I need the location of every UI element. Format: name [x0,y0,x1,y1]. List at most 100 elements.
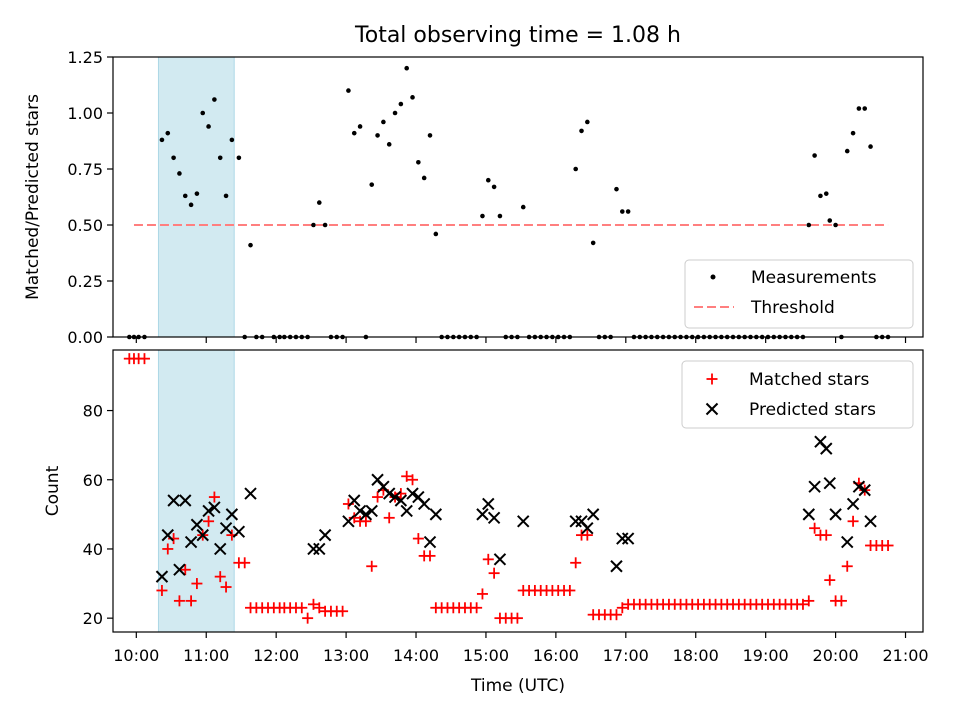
bottom-axes-frame [112,349,924,633]
y-tick-label: 0.25 [67,272,103,291]
matched-star-point [313,602,325,614]
measurement-point [590,240,596,246]
x-stroke [394,494,408,507]
measurement-point [223,193,229,199]
measurement-point [177,171,182,176]
measurement-point [868,144,873,149]
predicted-star-point [610,560,623,573]
measurement-point [316,200,322,205]
x-stroke [318,528,332,542]
predicted-star-point [167,494,180,507]
legend-box [684,259,914,329]
x-stroke [517,515,530,528]
x-stroke [412,490,425,504]
measurement-point [398,101,404,107]
matched-star-point [342,498,354,510]
matched-star-point [809,522,821,534]
bottom-shade-layer [157,349,235,633]
matched-star-point [412,533,424,545]
count-points [123,353,894,624]
measurement-point [827,218,833,223]
y-tick-label: 80 [83,402,103,421]
top-x-ticks [135,337,907,343]
x-tick-label: 18:00 [673,646,719,665]
matched-star-point [581,529,593,541]
predicted-star-point [219,521,233,535]
x-stroke [858,483,871,497]
matched-star-point [366,560,378,572]
x-stroke [359,508,373,521]
matched-star-point [564,584,576,596]
x-stroke [353,504,367,518]
predicted-star-point [406,487,419,500]
top-axes-frame [112,56,924,338]
x-stroke [482,497,495,511]
x-stroke [244,487,257,500]
x-axis-label: Time (UTC) [470,676,565,696]
matched-star-point [220,581,232,593]
measurement-point [833,222,838,228]
measurement-point [427,133,433,138]
predicted-star-point [388,490,402,504]
measurement-point [433,231,439,237]
predicted-star-point [476,508,489,521]
x-stroke [829,508,842,521]
predicted-star-point [214,542,227,556]
x-stroke [400,504,413,518]
predicted-star-point [482,497,495,511]
x-stroke [864,515,877,528]
measurement-point [351,130,357,136]
measurement-point [375,133,380,138]
predicted-star-point [342,515,355,528]
x-stroke [208,501,221,514]
x-tick-label: 17:00 [603,646,649,665]
x-stroke [214,542,227,556]
measurement-point [620,209,625,214]
measurement-point [823,191,829,196]
measurement-point [381,119,386,125]
measurement-point [856,106,862,111]
x-stroke [406,487,419,500]
matched-star-point [173,595,185,607]
predicted-star-point [858,483,871,497]
y-tick-label: 40 [83,540,103,559]
x-stroke [820,442,833,455]
matched-star-point [138,353,150,365]
measurement-point [862,106,868,111]
x-stroke [313,542,326,556]
predicted-star-point [313,542,326,556]
x-stroke [202,504,215,518]
y-tick-label: 1.00 [67,104,103,123]
x-stroke [581,521,594,535]
measurement-point [625,209,631,214]
legend-label-predicted: Predicted stars [749,400,876,420]
x-stroke [621,532,635,545]
x-stroke [616,532,629,545]
matched-star-point [471,602,483,614]
x-stroke [846,497,860,511]
x-tick-label: 12:00 [253,646,299,665]
matched-star-point [191,578,203,590]
matched-star-point [162,543,174,555]
measurement-point [182,193,188,199]
x-stroke [569,515,582,528]
predicted-star-point [365,504,378,518]
matched-star-point [307,598,319,610]
x-stroke [184,535,198,549]
predicted-star-point [841,535,854,549]
matched-star-point [847,515,859,527]
predicted-star-point [417,497,431,511]
measurement-point [404,65,409,71]
x-tick-label: 21:00 [882,646,928,665]
bottom-legend: Matched stars Predicted stars [681,360,914,429]
matched-star-point [511,612,523,624]
x-tick-label: 13:00 [323,646,369,665]
x-tick-label: 15:00 [463,646,509,665]
measurement-point [357,124,363,129]
matched-star-point [616,602,628,614]
x-stroke [417,497,431,511]
measurement-point [346,88,351,93]
matched-star-point [610,609,622,621]
predicted-star-point [155,570,169,583]
